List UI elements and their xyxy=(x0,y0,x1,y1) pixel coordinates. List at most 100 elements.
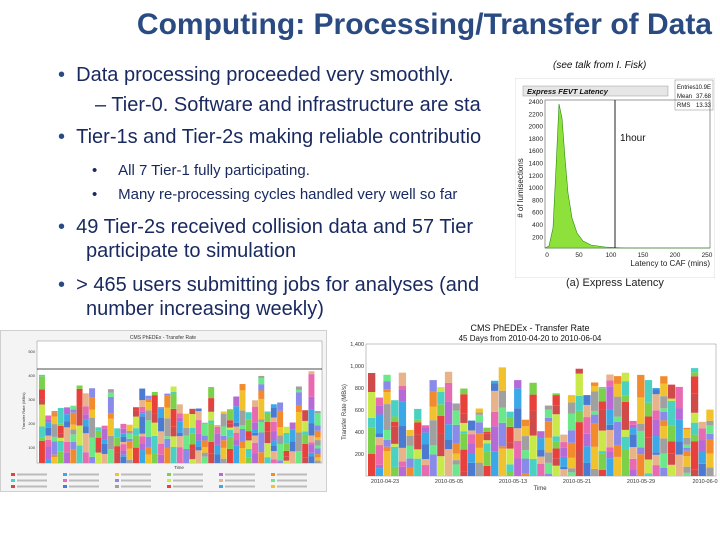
rate-bar-segment xyxy=(189,414,196,428)
rate-bar-segment xyxy=(252,435,259,443)
rate-bar-segment xyxy=(383,389,391,393)
rate-bar-segment xyxy=(621,406,630,430)
rate-bar-segment xyxy=(498,446,507,449)
rate-bar-segment xyxy=(375,437,383,446)
rate-bar-segment xyxy=(567,457,576,469)
rate-bar-segment xyxy=(675,419,683,442)
rate-bar-segment xyxy=(302,431,309,435)
x-tick: 2010-05-13 xyxy=(499,479,527,485)
rate-bar-segment xyxy=(64,441,71,453)
rate-bar-segment xyxy=(314,445,321,449)
rate-bar-segment xyxy=(283,443,290,451)
y-tick: 200 xyxy=(355,452,364,458)
rate-bar-segment xyxy=(233,445,240,463)
legend-swatch xyxy=(219,473,223,476)
y-tick: 100 xyxy=(28,445,35,450)
rate-bar-segment xyxy=(421,444,430,460)
rate-bar-segment xyxy=(460,422,468,432)
rate-bar-segment xyxy=(189,459,196,463)
rate-bar-segment xyxy=(583,417,591,434)
stat-label: Entries xyxy=(677,85,696,91)
rate-bar-segment xyxy=(629,428,637,435)
rate-bar-segment xyxy=(583,446,591,463)
rate-bar-segment xyxy=(139,411,146,414)
rate-bar-segment xyxy=(429,391,437,407)
rate-bar-segment xyxy=(214,444,221,455)
rate-bar-segment xyxy=(514,428,522,442)
rate-bar-segment xyxy=(270,404,277,408)
rate-bar-segment xyxy=(252,422,259,430)
rate-bar-segment xyxy=(690,376,699,394)
rate-bar-segment xyxy=(176,413,183,418)
legend-entry-text xyxy=(173,485,203,488)
rate-bar-segment xyxy=(621,429,630,437)
x-tick: 2010-05-05 xyxy=(435,479,463,485)
rate-bar-segment xyxy=(629,469,637,476)
rate-bar-segment xyxy=(220,435,227,441)
rate-bar-segment xyxy=(491,426,499,452)
rate-bar-segment xyxy=(444,424,453,440)
rate-bar-segment xyxy=(214,433,221,445)
rate-bar-segment xyxy=(120,441,127,445)
rate-bar-segment xyxy=(506,448,514,465)
rate-bar-segment xyxy=(575,395,583,411)
rate-bar-segment xyxy=(126,433,133,439)
rate-bar-segment xyxy=(606,424,614,430)
rate-bar-segment xyxy=(295,451,302,463)
rate-bar-segment xyxy=(529,435,537,460)
rate-bar-segment xyxy=(314,454,321,458)
rate-bar-segment xyxy=(552,405,560,415)
rate-bar-segment xyxy=(598,388,606,402)
plot-subtitle: 45 Days from 2010-04-20 to 2010-06-04 xyxy=(459,334,602,343)
rate-bar-segment xyxy=(444,439,453,450)
rate-bar-segment xyxy=(295,405,302,412)
rate-bar-segment xyxy=(444,449,453,476)
rate-bar-segment xyxy=(39,440,45,463)
legend-swatch xyxy=(11,485,15,488)
rate-bar-segment xyxy=(567,442,576,458)
rate-bar-segment xyxy=(560,447,568,457)
rate-bar-segment xyxy=(270,440,277,446)
rate-bar-segment xyxy=(437,433,445,457)
legend-swatch xyxy=(271,479,275,482)
rate-bar-segment xyxy=(70,412,77,425)
rate-bar-segment xyxy=(621,436,630,450)
rate-bar-segment xyxy=(606,409,614,425)
rate-bar-segment xyxy=(314,437,321,441)
rate-bar-segment xyxy=(183,435,190,449)
rate-bar-segment xyxy=(239,425,246,429)
rate-bar-segment xyxy=(606,380,614,387)
rate-bar-segment xyxy=(314,440,321,446)
rate-bar-segment xyxy=(475,408,483,413)
rate-bar-segment xyxy=(70,409,77,413)
rate-bar-segment xyxy=(552,436,560,442)
rate-bar-segment xyxy=(421,425,430,428)
rate-bar-segment xyxy=(308,423,315,436)
rate-bar-segment xyxy=(675,408,683,420)
rate-bar-segment xyxy=(383,429,391,440)
rate-bar-segment xyxy=(475,447,483,463)
rate-bar-segment xyxy=(264,431,271,444)
rate-bar-segment xyxy=(277,435,284,444)
rate-bar-segment xyxy=(139,436,146,444)
rate-bar-segment xyxy=(690,469,699,476)
rate-bar-segment xyxy=(126,438,133,442)
rate-bar-segment xyxy=(270,407,277,418)
rate-bar-segment xyxy=(201,456,208,463)
rate-bar-segment xyxy=(82,452,89,463)
rate-bar-segment xyxy=(126,459,133,463)
rate-bar-segment xyxy=(220,411,227,414)
rate-bar-segment xyxy=(460,413,468,423)
rate-bar-segment xyxy=(120,454,127,457)
bullet-glyph: • xyxy=(58,274,66,296)
rate-bar-segment xyxy=(227,429,233,437)
rate-bar-segment xyxy=(606,429,614,448)
y-tick: 2400 xyxy=(529,99,544,106)
rate-bar-segment xyxy=(183,427,190,436)
rate-bar-segment xyxy=(483,451,491,466)
rate-bar-segment xyxy=(406,430,414,436)
rate-bar-segment xyxy=(690,422,699,435)
rate-bar-segment xyxy=(208,406,215,412)
rate-bar-segment xyxy=(183,448,190,463)
